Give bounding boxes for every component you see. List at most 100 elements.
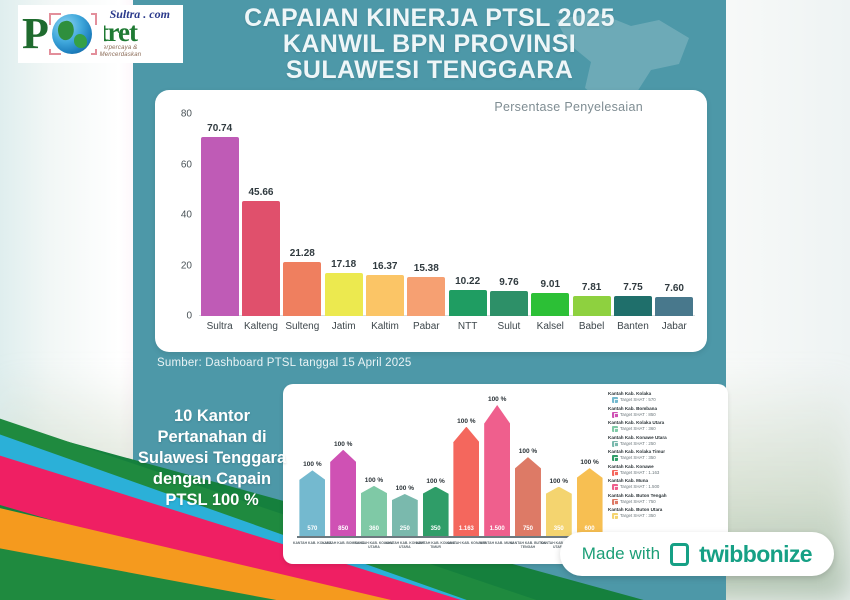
legend-office-name: Kantah Kab. Muna [608,478,649,483]
bar-value-label: 9.01 [540,279,561,291]
kantah-bar-value: 570 [307,526,318,532]
chart-title: Persentase Penyelesaian [494,100,643,114]
kantah-legend: Kantah Kab. Kolaka Target SHAT : 570 Kanta… [608,391,720,522]
logo-tret-text: tret [99,17,138,47]
legend-target-text: Target SHAT : 1.163 [620,469,660,475]
kantah-x-tick-label: KANTAH KAB. KOLAKA [293,541,332,545]
kantah-percent-label: 100 % [487,396,507,403]
bar [200,137,239,316]
bar-item: 9.76 Sulut [488,114,529,332]
kantah-bar-value: 600 [584,526,595,532]
x-tick-label: Jatim [331,321,356,332]
bar-item: 9.01 Kalsel [530,114,571,332]
bar [489,291,528,316]
title-line-3: SULAWESI TENGGARA [285,56,574,84]
source-note: Sumber: Dashboard PTSL tanggal 15 April … [157,357,412,369]
legend-group: Kantah Kab. Buton Utara Target SHAT : 350 [608,507,720,520]
logo-tagline: Terpercaya & Mencerdaskan [99,45,142,58]
y-tick-label: 40 [180,209,192,221]
bar [448,290,487,316]
legend-swatch-icon [612,455,619,462]
kantah-bar-value: 850 [338,526,349,532]
legend-office-name: Kantah Kab. Kolaka [608,391,652,396]
bar-item: 45.66 Kalteng [240,114,281,332]
x-tick-label: Kalsel [536,321,564,332]
legend-row: Target SHAT : 850 [612,411,720,418]
kantah-percent-label: 100 % [364,476,384,484]
bar-item: 7.81 Babel [571,114,612,332]
percentage-chart-card: Persentase Penyelesaian 0 20 40 60 80 70.74 S… [155,90,707,352]
kantah-x-tick-label: KANTAH KAB. BUTON TENGAH [509,541,547,550]
x-tick-label: Kalteng [244,321,278,332]
legend-target-text: Target SHAT : 1.500 [620,484,660,489]
kantah-bar: 360 [360,485,387,538]
bar-value-label: 16.37 [372,260,398,272]
y-tick-label: 80 [180,108,192,120]
bar-item: 17.18 Jatim [323,114,364,332]
legend-row: Target SHAT : 360 [612,426,720,433]
kantah-bar-item: 100 % 350 KANTAH KAB. BUTON UTARA [541,396,577,550]
x-tick-label: Banten [617,321,649,332]
legend-row: Target SHAT : 750 [612,498,720,505]
legend-group: Kantah Kab. Bombana Target SHAT : 850 [608,406,720,418]
legend-target-text: Target SHAT : 570 [620,397,656,402]
legend-target-text: Target SHAT : 750 [620,498,656,504]
bar [283,262,322,316]
bar-item: 16.37 Kaltim [364,114,405,332]
x-tick-label: Babel [578,321,605,332]
legend-swatch-icon [612,426,619,433]
legend-swatch-icon [612,469,619,476]
bar [324,272,363,316]
page-title: CAPAIAN KINERJA PTSL 2025 KANWIL BPN PRO… [133,5,726,83]
kantah-bar: 750 [514,457,541,538]
kantah-bar: 350 [545,486,572,538]
kantah-bar: 850 [330,449,357,538]
badge-made-with-label: Made with [581,544,661,563]
bar [572,296,611,316]
kantah-bar-value: 750 [522,526,533,532]
bar-value-label: 7.60 [664,282,684,294]
kantah-percent-label: 100 % [580,459,599,467]
kantah-bar-value: 1.163 [458,526,474,532]
legend-row: Target SHAT : 1.163 [612,469,720,476]
bar [365,274,404,316]
bar-value-label: 17.18 [331,258,357,270]
x-tick-label: Kaltim [371,321,399,332]
bar [407,277,446,316]
x-tick-label: Sultra [206,321,233,332]
potret-sultra-logo: P Sultra . com tret Terpercaya & Mencerd… [18,5,183,63]
legend-group: Kantah Kab. Kolaka Target SHAT : 570 [608,391,720,404]
twibbonize-badge[interactable]: Made with twibbonize [559,532,834,576]
legend-group: Kantah Kab. Kolaka Utara Target SHAT : 36… [608,420,720,433]
bar [613,296,652,316]
kantah-bar: 250 [391,493,418,538]
kantah-bar-item: 100 % 250 KANTAH KAB. KONAWE UTARA [385,396,425,549]
globe-icon [52,14,93,54]
bar-item: 10.22 NTT [447,114,488,332]
legend-swatch-icon [612,484,619,491]
kantah-x-tick-label: KANTAH KAB. MUNA [479,541,515,545]
y-tick-label: 20 [180,260,192,271]
kantah-percent-label: 100 % [333,440,353,448]
kantah-bar-value: 350 [430,526,441,532]
x-tick-label: Pabar [412,321,440,332]
legend-swatch-icon [612,513,619,520]
y-tick-label: 0 [186,310,192,322]
bar-value-label: 21.28 [289,248,315,260]
bar-series: 70.74 Sultra 45.66 Kalteng 21.28 Sulteng 17.18… [199,114,695,332]
kantah-x-tick-label: KANTAH KAB. KONAWE [446,541,487,545]
legend-swatch-icon [612,397,619,404]
kantah-x-tick-label: KANTAH KAB. BOMBANA [322,541,365,545]
bar-value-label: 9.76 [499,277,519,289]
legend-group: Kantah Kab. Kolaka Timur Target SHAT : 35… [608,449,720,462]
legend-group: Kantah Kab. Muna Target SHAT : 1.500 [608,478,720,491]
legend-office-name: Kantah Kab. Konawe [608,463,654,469]
title-line-2: KANWIL BPN PROVINSI [282,30,577,58]
legend-swatch-icon [612,411,619,418]
bar [531,293,570,316]
legend-office-name: Kantah Kab. Kolaka Utara [608,420,665,425]
legend-target-text: Target SHAT : 360 [620,426,656,431]
kantah-percent-label: 100 % [549,477,568,485]
y-tick-label: 60 [180,159,192,170]
kantah-bar: 600 [576,468,603,538]
